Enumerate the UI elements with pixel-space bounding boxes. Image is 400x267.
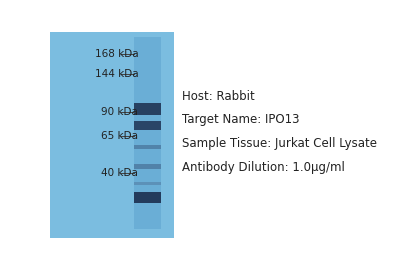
Bar — [134, 103, 161, 115]
Text: 40 kDa: 40 kDa — [102, 168, 138, 178]
Text: Sample Tissue: Jurkat Cell Lysate: Sample Tissue: Jurkat Cell Lysate — [182, 137, 377, 150]
Bar — [134, 164, 161, 169]
Text: 90 kDa: 90 kDa — [102, 107, 138, 117]
Text: Target Name: IPO13: Target Name: IPO13 — [182, 113, 299, 126]
Bar — [50, 32, 174, 238]
Bar — [134, 192, 161, 203]
Text: 168 kDa: 168 kDa — [95, 49, 138, 59]
Text: 144 kDa: 144 kDa — [95, 69, 138, 79]
Text: Host: Rabbit: Host: Rabbit — [182, 90, 254, 103]
Text: 65 kDa: 65 kDa — [101, 131, 138, 141]
Bar — [134, 121, 161, 130]
Text: Antibody Dilution: 1.0μg/ml: Antibody Dilution: 1.0μg/ml — [182, 160, 345, 174]
Bar — [134, 145, 161, 150]
Bar — [134, 182, 161, 185]
Bar — [134, 37, 161, 229]
